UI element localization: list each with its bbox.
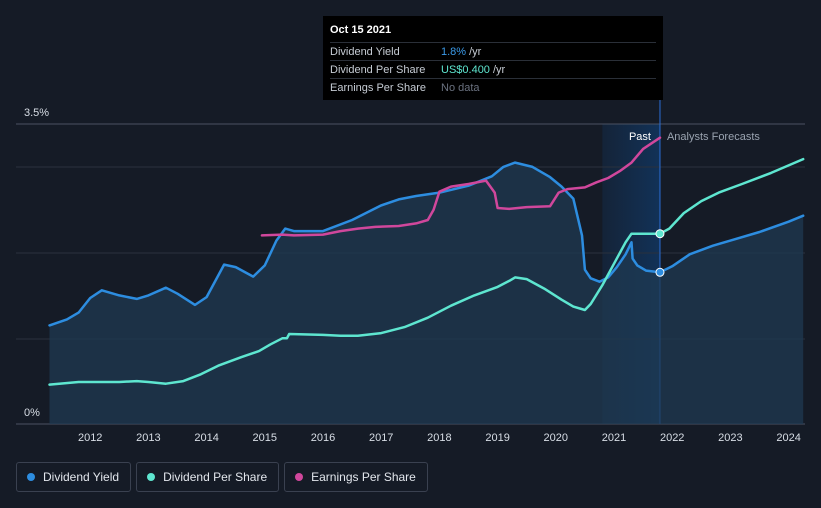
- x-tick-label: 2015: [253, 432, 277, 444]
- forecast-label: Analysts Forecasts: [667, 131, 760, 143]
- tooltip-key: Earnings Per Share: [330, 81, 426, 94]
- tooltip-row-dividend-per-share: Dividend Per Share US$0.400 /yr: [330, 60, 656, 78]
- tooltip-row-earnings-per-share: Earnings Per Share No data: [330, 78, 656, 96]
- legend-dot-icon: [147, 473, 156, 481]
- x-tick-label: 2019: [485, 432, 509, 444]
- legend-label: Dividend Per Share: [163, 470, 268, 484]
- legend-dot-icon: [27, 473, 35, 481]
- tooltip-key: Dividend Per Share: [330, 63, 426, 76]
- y-tick-label-bottom: 0%: [24, 407, 40, 419]
- x-tick-label: 2016: [311, 432, 335, 444]
- x-tick-label: 2018: [427, 432, 451, 444]
- earnings-per-share-line: [260, 136, 662, 237]
- tooltip-value: 1.8%: [441, 45, 467, 58]
- legend-dot-icon: [295, 473, 304, 481]
- y-tick-label-top: 3.5%: [24, 107, 49, 119]
- dividend-per-share-marker: [655, 229, 665, 239]
- x-tick-label: 2021: [602, 432, 626, 444]
- past-label: Past: [629, 131, 651, 143]
- legend-label: Earnings Per Share: [311, 470, 416, 484]
- tooltip: Oct 15 2021 Dividend Yield 1.8% /yr Divi…: [323, 16, 663, 100]
- tooltip-row-dividend-yield: Dividend Yield 1.8% /yr: [330, 42, 656, 60]
- x-tick-label: 2013: [136, 432, 160, 444]
- legend-item-earnings-per-share[interactable]: Earnings Per Share: [284, 462, 428, 492]
- tooltip-unit: /yr: [469, 45, 482, 58]
- x-tick-label: 2023: [718, 432, 742, 444]
- x-tick-label: 2017: [369, 432, 393, 444]
- x-tick-label: 2020: [544, 432, 568, 444]
- tooltip-unit: /yr: [492, 63, 506, 76]
- x-tick-label: 2024: [776, 432, 800, 444]
- legend-item-dividend-per-share[interactable]: Dividend Per Share: [136, 462, 280, 492]
- tooltip-date: Oct 15 2021: [330, 24, 392, 36]
- tooltip-value: US$0.400: [441, 63, 490, 76]
- legend-item-dividend-yield[interactable]: Dividend Yield: [16, 462, 132, 492]
- legend: Dividend Yield Dividend Per Share Earnin…: [16, 462, 428, 492]
- tooltip-key: Dividend Yield: [330, 45, 400, 58]
- x-tick-label: 2022: [660, 432, 684, 444]
- dividend-yield-area: [49, 162, 804, 424]
- x-tick-label: 2014: [194, 432, 218, 444]
- x-tick-label: 2012: [78, 432, 102, 444]
- tooltip-value: No data: [441, 81, 480, 94]
- legend-label: Dividend Yield: [43, 470, 120, 484]
- dividend-yield-marker: [655, 267, 665, 277]
- dividend-per-share-line: [48, 157, 805, 386]
